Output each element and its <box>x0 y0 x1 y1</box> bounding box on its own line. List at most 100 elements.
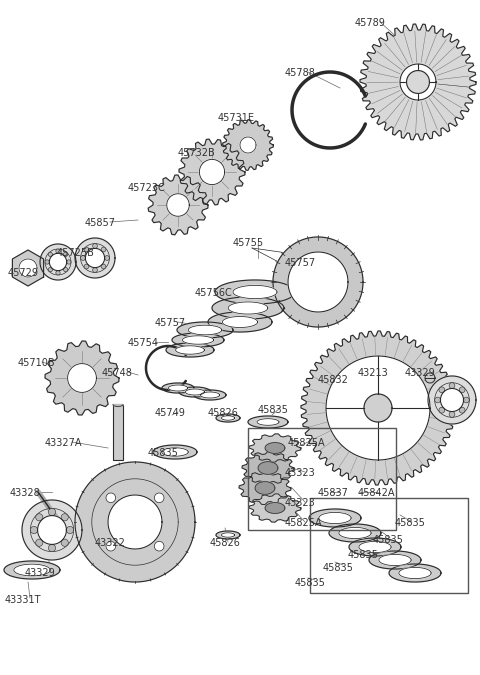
Polygon shape <box>216 531 240 539</box>
Bar <box>310 498 468 593</box>
Polygon shape <box>249 434 301 462</box>
Text: 45835: 45835 <box>348 550 379 560</box>
Polygon shape <box>329 524 381 542</box>
Polygon shape <box>68 364 96 392</box>
Polygon shape <box>194 390 226 400</box>
Polygon shape <box>364 394 392 422</box>
Polygon shape <box>223 119 273 170</box>
Polygon shape <box>108 495 162 549</box>
Bar <box>113 404 123 460</box>
Text: 45710B: 45710B <box>18 358 56 368</box>
Circle shape <box>93 244 97 248</box>
Polygon shape <box>162 448 188 456</box>
Polygon shape <box>162 383 194 393</box>
Polygon shape <box>185 389 204 395</box>
Polygon shape <box>221 533 235 537</box>
Text: 45835: 45835 <box>295 578 326 588</box>
Polygon shape <box>75 462 195 582</box>
Text: 45825A: 45825A <box>288 438 325 448</box>
Polygon shape <box>12 250 44 286</box>
Text: 43213: 43213 <box>358 368 389 378</box>
Circle shape <box>105 256 109 261</box>
Polygon shape <box>441 389 464 412</box>
Circle shape <box>155 541 164 551</box>
Circle shape <box>106 541 116 551</box>
Text: 45755: 45755 <box>233 238 264 248</box>
Polygon shape <box>222 317 258 327</box>
Circle shape <box>36 514 43 521</box>
Text: 45837: 45837 <box>318 488 349 498</box>
Text: 45748: 45748 <box>102 368 133 378</box>
Text: 45754: 45754 <box>128 338 159 348</box>
Polygon shape <box>176 346 204 354</box>
Polygon shape <box>319 512 351 524</box>
Polygon shape <box>172 333 224 347</box>
Circle shape <box>36 539 43 546</box>
Circle shape <box>101 264 106 269</box>
Circle shape <box>48 252 52 256</box>
Circle shape <box>449 383 455 389</box>
Polygon shape <box>212 297 284 319</box>
Text: 43323: 43323 <box>285 468 316 478</box>
Polygon shape <box>399 568 431 578</box>
Text: 45826: 45826 <box>210 538 241 548</box>
Polygon shape <box>201 392 219 398</box>
Polygon shape <box>309 509 361 527</box>
Polygon shape <box>49 253 67 271</box>
Polygon shape <box>153 445 197 459</box>
Text: 45832: 45832 <box>318 375 349 385</box>
Polygon shape <box>228 302 268 314</box>
Polygon shape <box>233 286 277 298</box>
Polygon shape <box>265 443 285 454</box>
Polygon shape <box>265 503 285 514</box>
Polygon shape <box>407 71 430 93</box>
Polygon shape <box>239 471 291 504</box>
Polygon shape <box>14 564 50 576</box>
Circle shape <box>30 526 37 534</box>
Polygon shape <box>400 64 436 100</box>
Polygon shape <box>179 387 211 397</box>
Circle shape <box>464 397 469 403</box>
Polygon shape <box>188 325 222 335</box>
Text: 45835: 45835 <box>148 448 179 458</box>
Text: 45749: 45749 <box>155 408 186 418</box>
Polygon shape <box>177 322 233 338</box>
Circle shape <box>84 247 89 252</box>
Polygon shape <box>113 404 123 406</box>
Polygon shape <box>273 237 363 327</box>
Circle shape <box>93 267 97 273</box>
Polygon shape <box>257 418 279 425</box>
Polygon shape <box>339 527 371 539</box>
Polygon shape <box>359 541 391 553</box>
Circle shape <box>48 267 52 272</box>
Text: 43323: 43323 <box>285 498 316 508</box>
Text: 45826: 45826 <box>208 408 239 418</box>
Polygon shape <box>85 248 105 267</box>
Text: 43329: 43329 <box>405 368 436 378</box>
Polygon shape <box>45 341 119 415</box>
Text: 45731E: 45731E <box>218 113 255 123</box>
Text: 45857: 45857 <box>85 218 116 228</box>
Polygon shape <box>179 139 245 205</box>
Circle shape <box>81 256 85 261</box>
Polygon shape <box>199 159 225 184</box>
Text: 45789: 45789 <box>355 18 386 28</box>
Text: 45757: 45757 <box>155 318 186 328</box>
Polygon shape <box>40 244 76 280</box>
Text: 45835: 45835 <box>258 405 289 415</box>
Text: 45756C: 45756C <box>195 288 233 298</box>
Circle shape <box>66 526 73 534</box>
Polygon shape <box>216 414 240 422</box>
Polygon shape <box>369 551 421 569</box>
Circle shape <box>48 508 56 516</box>
Polygon shape <box>326 356 430 460</box>
Circle shape <box>67 260 71 264</box>
Circle shape <box>56 249 60 253</box>
Circle shape <box>63 267 68 272</box>
Text: 45835: 45835 <box>323 563 354 573</box>
Polygon shape <box>4 561 60 579</box>
Polygon shape <box>148 175 208 235</box>
Text: 43329: 43329 <box>25 568 56 578</box>
Polygon shape <box>215 280 295 304</box>
Polygon shape <box>360 24 476 140</box>
